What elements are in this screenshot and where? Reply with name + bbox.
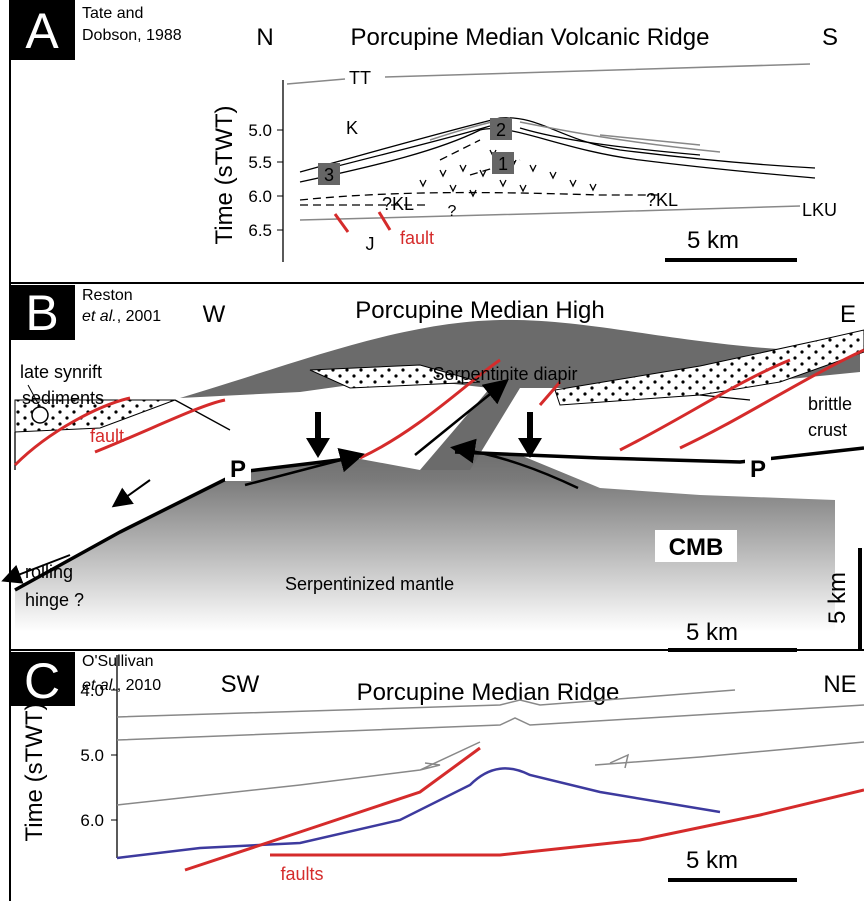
panel-title: Porcupine Median High: [355, 297, 604, 324]
annotation: brittle: [808, 394, 852, 414]
direction: S: [822, 24, 838, 51]
panel-a: A Tate and Dobson, 1988 N Porcupine Medi…: [10, 0, 838, 262]
mantle: [15, 452, 835, 632]
annotation: faults: [280, 864, 323, 884]
citation: et al., 2001: [82, 308, 161, 325]
annotation: P: [230, 456, 246, 483]
direction: N: [256, 24, 273, 51]
annotation: 3: [324, 165, 334, 185]
annotation: P: [750, 456, 766, 483]
annotation: fault: [90, 426, 124, 446]
tick-label: 4.0: [80, 681, 104, 700]
annotation: K: [346, 118, 358, 138]
tick-label: 6.5: [248, 221, 272, 240]
scale-label: 5 km: [824, 572, 851, 624]
annotation: LKU: [802, 200, 837, 220]
annotation: hinge ?: [25, 590, 84, 610]
horizons: [116, 689, 864, 872]
citation: , 2001: [117, 308, 162, 325]
annotation: late synrift: [20, 362, 102, 382]
ticks: [277, 129, 283, 231]
panel-title: Porcupine Median Ridge: [357, 679, 620, 706]
scale-label: 5 km: [686, 619, 738, 646]
sediments: [309, 364, 481, 389]
tick-label: 5.0: [80, 746, 104, 765]
ticks: [111, 689, 117, 821]
sediments: [554, 329, 864, 406]
annotation: ?KL: [646, 190, 678, 210]
citation: O'Sullivan: [82, 653, 154, 670]
axis-label: Time (sTWT): [211, 105, 238, 244]
panel-letter: C: [24, 653, 60, 709]
panel-letter: A: [25, 3, 59, 59]
annotation: crust: [808, 420, 847, 440]
annotation: Serpentinized mantle: [285, 574, 454, 594]
panel-letter: B: [25, 285, 58, 341]
annotation: CMB: [669, 534, 724, 561]
citation: , 2010: [117, 677, 162, 694]
arrows: [1, 378, 579, 584]
panel-b: B Reston et al., 2001 W Porcupine Median…: [1, 285, 864, 652]
tick-label: 6.0: [248, 187, 272, 206]
annotation: TT: [349, 68, 371, 88]
direction: W: [203, 301, 226, 328]
annotation: rolling: [25, 562, 73, 582]
direction: E: [840, 301, 856, 328]
panel-title: Porcupine Median Volcanic Ridge: [351, 24, 710, 51]
annotation: J: [366, 234, 375, 254]
annotation: fault: [400, 228, 434, 248]
scale-label: 5 km: [686, 847, 738, 874]
citation: et al.: [82, 308, 117, 325]
seismic-horizons: [286, 63, 816, 233]
citation: et al., 2010: [82, 677, 161, 694]
citation: Dobson, 1988: [82, 27, 182, 44]
axis-label: Time (sTWT): [21, 702, 48, 841]
direction: NE: [823, 671, 856, 698]
p-surface: [14, 446, 864, 592]
citation: Reston: [82, 287, 133, 304]
tick-label: 5.0: [248, 121, 272, 140]
scale-label: 5 km: [687, 227, 739, 254]
annotation: Serpentinite diapir: [432, 364, 577, 384]
tick-label: 6.0: [80, 811, 104, 830]
tick-label: 5.5: [248, 153, 272, 172]
annotation: 2: [496, 120, 506, 140]
direction: SW: [221, 671, 260, 698]
annotation: ?KL: [382, 194, 414, 214]
annotation: ?: [448, 203, 457, 220]
annotation: sediments: [22, 388, 104, 408]
panel-c: C O'Sullivan et al., 2010 SW Porcupine M…: [10, 652, 864, 884]
diapir: [180, 319, 860, 470]
faults: [13, 348, 864, 467]
panel-letter-box: [10, 0, 75, 60]
annotation: 1: [498, 154, 508, 174]
citation: et al.: [82, 677, 117, 694]
citation: Tate and: [82, 5, 143, 22]
